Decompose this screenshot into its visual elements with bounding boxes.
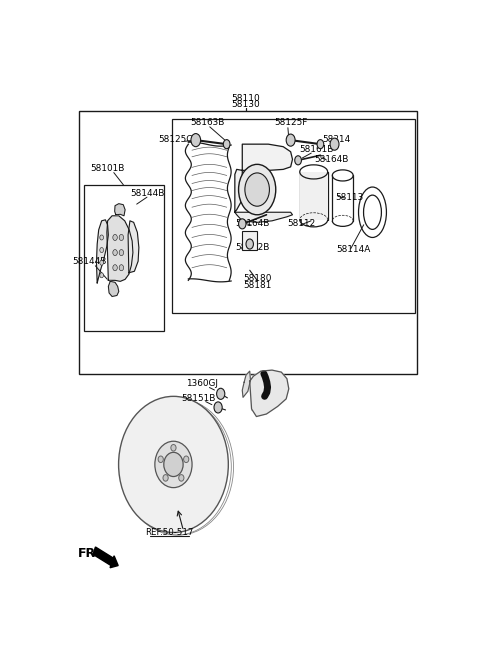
Text: 58101B: 58101B bbox=[90, 164, 125, 173]
Circle shape bbox=[245, 173, 269, 206]
Text: 58125F: 58125F bbox=[275, 118, 308, 127]
Ellipse shape bbox=[158, 456, 163, 462]
Ellipse shape bbox=[119, 396, 228, 533]
Circle shape bbox=[216, 388, 225, 400]
Polygon shape bbox=[235, 212, 292, 222]
Text: 58112: 58112 bbox=[287, 219, 315, 229]
Bar bbox=[84, 185, 164, 331]
Polygon shape bbox=[250, 370, 289, 417]
Text: 58181: 58181 bbox=[243, 281, 271, 290]
Text: 58151B: 58151B bbox=[181, 394, 216, 403]
Circle shape bbox=[246, 239, 253, 249]
Text: 58114A: 58114A bbox=[336, 244, 371, 253]
Text: 58180: 58180 bbox=[243, 274, 271, 284]
Circle shape bbox=[239, 219, 246, 229]
Circle shape bbox=[100, 235, 104, 240]
Text: 58144B: 58144B bbox=[130, 189, 165, 198]
Ellipse shape bbox=[183, 456, 189, 462]
Text: 58162B: 58162B bbox=[236, 243, 270, 252]
Bar bbox=[79, 111, 417, 373]
Circle shape bbox=[113, 250, 117, 255]
Bar bbox=[241, 231, 257, 250]
Text: 58113: 58113 bbox=[336, 193, 363, 202]
Circle shape bbox=[119, 250, 124, 255]
Text: 58164B: 58164B bbox=[314, 155, 349, 164]
Bar bbox=[300, 172, 328, 220]
Text: 58144B: 58144B bbox=[72, 257, 106, 266]
Text: FR.: FR. bbox=[78, 547, 101, 560]
Text: 58164B: 58164B bbox=[236, 219, 270, 229]
Circle shape bbox=[317, 140, 324, 149]
Polygon shape bbox=[115, 204, 125, 215]
Circle shape bbox=[330, 138, 339, 150]
Circle shape bbox=[100, 272, 104, 278]
Bar bbox=[172, 119, 415, 313]
Ellipse shape bbox=[155, 441, 192, 487]
Circle shape bbox=[113, 234, 117, 240]
Circle shape bbox=[191, 134, 201, 147]
Circle shape bbox=[100, 248, 104, 253]
Text: 58110: 58110 bbox=[232, 94, 260, 103]
Polygon shape bbox=[107, 215, 133, 282]
Text: 58161B: 58161B bbox=[300, 145, 334, 154]
Ellipse shape bbox=[171, 445, 176, 451]
Circle shape bbox=[214, 402, 222, 413]
Polygon shape bbox=[235, 144, 292, 212]
Circle shape bbox=[113, 265, 117, 271]
Polygon shape bbox=[108, 282, 119, 297]
Circle shape bbox=[119, 234, 124, 240]
Circle shape bbox=[286, 134, 295, 146]
Text: 58163B: 58163B bbox=[191, 118, 225, 127]
Polygon shape bbox=[242, 371, 251, 398]
FancyArrow shape bbox=[93, 547, 118, 568]
Ellipse shape bbox=[163, 475, 168, 481]
Circle shape bbox=[119, 265, 124, 271]
Ellipse shape bbox=[179, 475, 184, 481]
Polygon shape bbox=[96, 220, 108, 283]
Circle shape bbox=[239, 164, 276, 215]
Circle shape bbox=[223, 140, 230, 149]
Text: REF.50-517: REF.50-517 bbox=[145, 528, 194, 537]
Text: 1360GJ: 1360GJ bbox=[186, 379, 218, 388]
Text: 58130: 58130 bbox=[232, 100, 260, 109]
Circle shape bbox=[295, 156, 301, 165]
Circle shape bbox=[100, 260, 104, 265]
Polygon shape bbox=[128, 221, 139, 272]
Text: 58314: 58314 bbox=[322, 135, 350, 143]
Text: 58125C: 58125C bbox=[158, 135, 192, 143]
Ellipse shape bbox=[164, 453, 183, 477]
